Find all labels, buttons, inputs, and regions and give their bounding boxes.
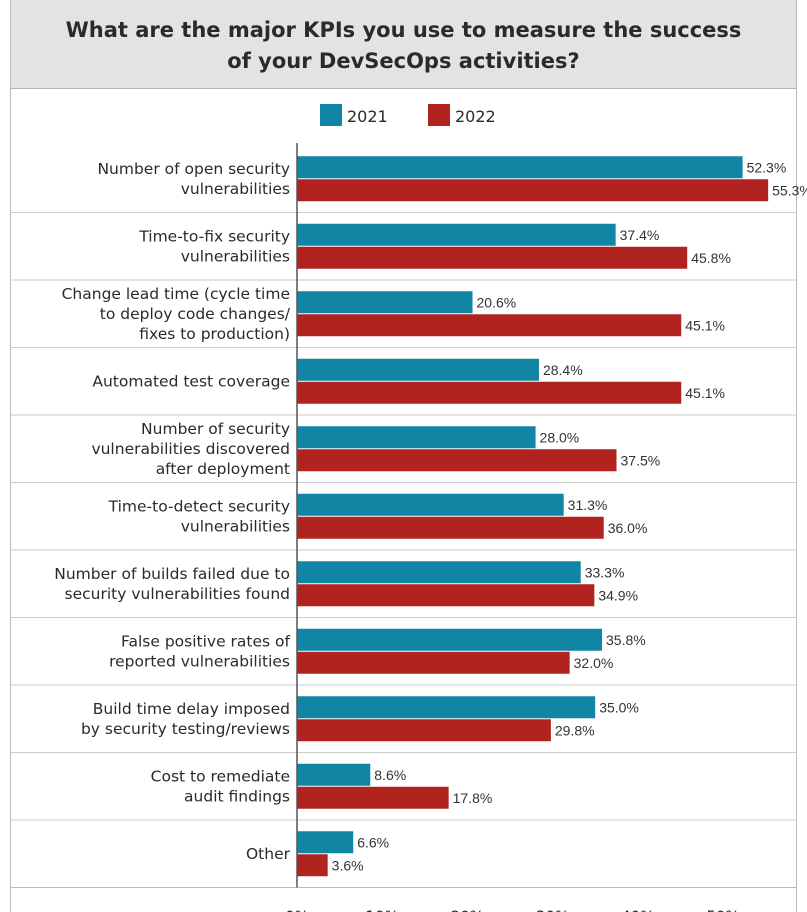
value-label-2022-1: 55.3%	[772, 182, 807, 198]
value-label-2022-9: 29.8%	[555, 722, 595, 738]
category-label-5-line-1: Number of security	[141, 420, 290, 438]
bar-2021-2	[297, 223, 616, 246]
bar-2022-3	[297, 314, 682, 337]
value-label-2021-4: 28.4%	[543, 362, 583, 378]
category-label-9-line-2: by security testing/reviews	[81, 720, 290, 738]
category-label-1-line-2: vulnerabilities	[181, 180, 290, 198]
x-tick-label-40: 40%	[621, 908, 654, 912]
bar-2021-10	[297, 763, 371, 786]
value-label-2021-3: 20.6%	[477, 294, 517, 310]
value-label-2022-5: 37.5%	[621, 452, 661, 468]
chart-title: What are the major KPIs you use to measu…	[11, 15, 796, 77]
value-label-2022-2: 45.8%	[691, 250, 731, 266]
x-tick-label-50: 50%	[706, 908, 739, 912]
category-label-4-line-1: Automated test coverage	[92, 372, 290, 390]
bar-2022-10	[297, 786, 449, 809]
bar-2021-9	[297, 696, 596, 719]
category-label-3-line-1: Change lead time (cycle time	[62, 285, 290, 303]
value-label-2022-11: 3.6%	[332, 857, 364, 873]
chart-title-line-2: of your DevSecOps activities?	[227, 49, 580, 73]
chart-frame: What are the major KPIs you use to measu…	[10, 0, 797, 912]
value-label-2022-4: 45.1%	[685, 385, 725, 401]
legend-swatch-2022	[428, 104, 450, 126]
value-label-2021-10: 8.6%	[374, 767, 406, 783]
value-label-2021-9: 35.0%	[599, 699, 639, 715]
category-label-3-line-3: fixes to production)	[139, 325, 290, 343]
bar-2022-9	[297, 719, 551, 742]
category-label-10-line-1: Cost to remediate	[151, 767, 290, 785]
x-tick-label-30: 30%	[536, 908, 569, 912]
bar-2022-4	[297, 381, 682, 404]
bar-2022-5	[297, 449, 617, 472]
category-label-2-line-1: Time-to-fix security	[138, 227, 290, 245]
title-band: What are the major KPIs you use to measu…	[11, 0, 796, 89]
category-label-6-line-2: vulnerabilities	[181, 517, 290, 535]
category-label-8-line-2: reported vulnerabilities	[109, 652, 290, 670]
bar-2021-4	[297, 358, 539, 381]
bar-2021-1	[297, 156, 743, 179]
bar-2022-6	[297, 516, 604, 539]
legend-label-2021: 2021	[347, 107, 388, 126]
category-label-8-line-1: False positive rates of	[121, 632, 291, 650]
value-label-2021-6: 31.3%	[568, 497, 608, 513]
category-label-10-line-2: audit findings	[184, 787, 290, 805]
value-label-2021-1: 52.3%	[747, 159, 787, 175]
x-tick-label-0: 0%	[285, 908, 309, 912]
value-label-2021-2: 37.4%	[620, 227, 660, 243]
bar-2022-8	[297, 651, 570, 674]
value-label-2022-8: 32.0%	[574, 655, 614, 671]
chart-title-line-1: What are the major KPIs you use to measu…	[65, 18, 742, 42]
bar-2021-11	[297, 831, 354, 854]
bar-2022-1	[297, 179, 769, 202]
bar-2022-2	[297, 246, 688, 269]
value-label-2021-7: 33.3%	[585, 564, 625, 580]
value-label-2022-7: 34.9%	[598, 587, 638, 603]
value-label-2022-10: 17.8%	[453, 790, 493, 806]
value-label-2022-3: 45.1%	[685, 317, 725, 333]
value-label-2022-6: 36.0%	[608, 520, 648, 536]
value-label-2021-5: 28.0%	[540, 429, 580, 445]
bar-2021-7	[297, 561, 581, 584]
bar-2021-8	[297, 628, 603, 651]
bar-2022-7	[297, 584, 595, 607]
value-label-2021-11: 6.6%	[357, 834, 389, 850]
category-label-3-line-2: to deploy code changes/	[100, 305, 291, 323]
bar-2021-6	[297, 493, 564, 516]
value-label-2021-8: 35.8%	[606, 632, 646, 648]
category-label-2-line-2: vulnerabilities	[181, 247, 290, 265]
category-label-11-line-1: Other	[246, 845, 291, 863]
legend-swatch-2021	[320, 104, 342, 126]
category-label-1-line-1: Number of open security	[97, 160, 290, 178]
category-label-7-line-1: Number of builds failed due to	[54, 565, 290, 583]
legend-label-2022: 2022	[455, 107, 496, 126]
category-label-5-line-2: vulnerabilities discovered	[91, 440, 290, 458]
category-label-6-line-1: Time-to-detect security	[108, 497, 290, 515]
category-label-5-line-3: after deployment	[156, 460, 290, 478]
bar-2021-3	[297, 291, 473, 314]
category-label-7-line-2: security vulnerabilities found	[65, 585, 290, 603]
x-tick-label-20: 20%	[451, 908, 484, 912]
x-tick-label-10: 10%	[366, 908, 399, 912]
category-label-9-line-1: Build time delay imposed	[93, 700, 290, 718]
bar-2021-5	[297, 426, 536, 449]
bar-2022-11	[297, 854, 328, 877]
